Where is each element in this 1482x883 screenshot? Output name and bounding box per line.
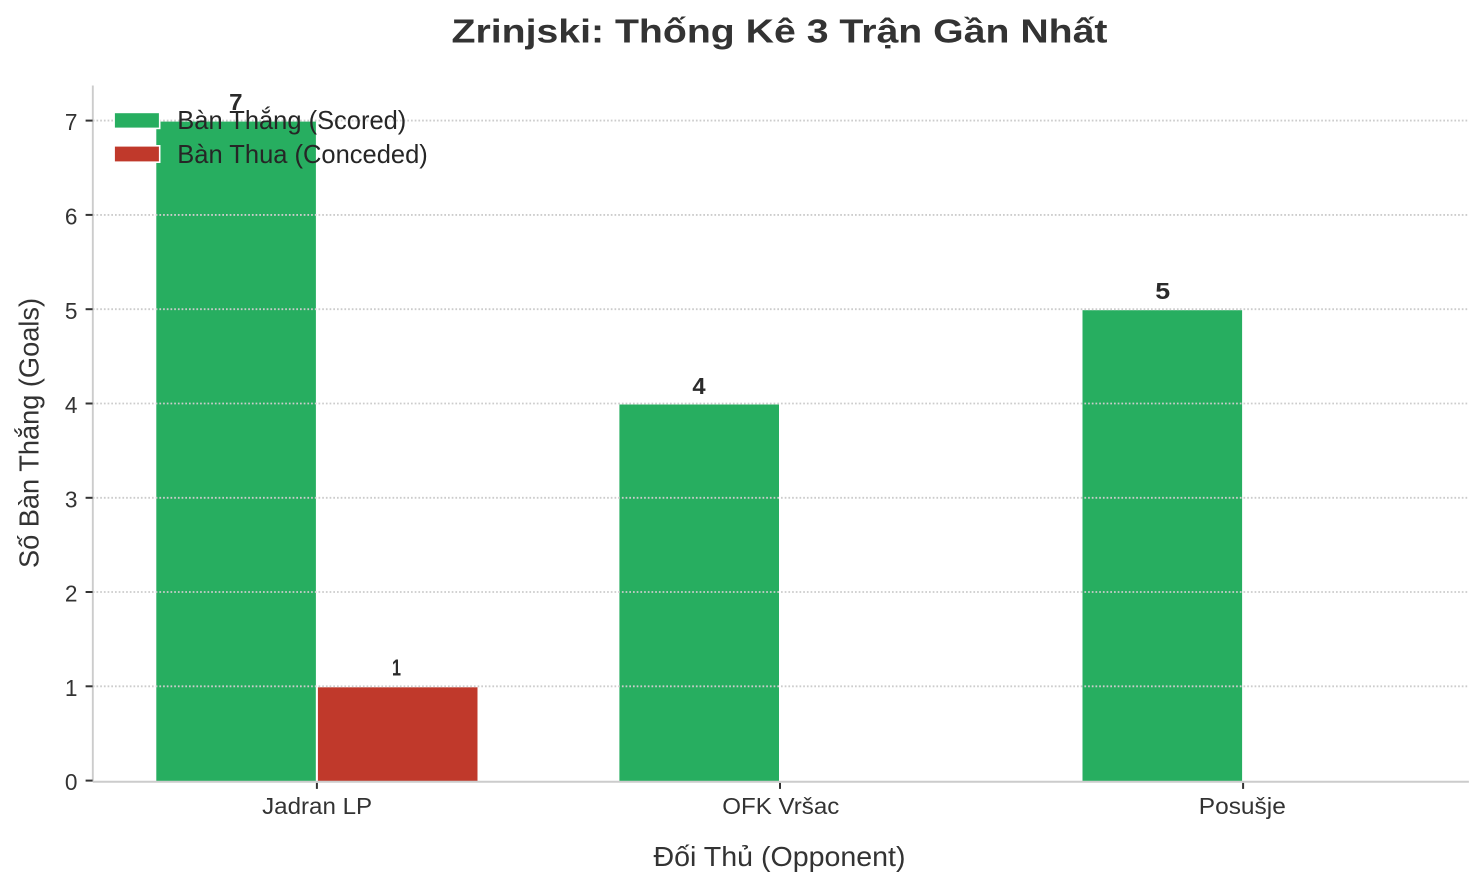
svg-text:Đối Thủ (Opponent): Đối Thủ (Opponent) <box>654 841 906 872</box>
svg-text:3: 3 <box>65 486 78 512</box>
svg-text:6: 6 <box>65 204 78 230</box>
svg-text:5: 5 <box>65 298 78 324</box>
svg-text:7: 7 <box>65 109 78 135</box>
svg-text:5: 5 <box>1155 278 1170 304</box>
svg-text:Bàn Thắng (Scored): Bàn Thắng (Scored) <box>177 105 406 135</box>
svg-text:4: 4 <box>692 373 705 399</box>
svg-text:4: 4 <box>65 392 78 418</box>
svg-text:Posušje: Posušje <box>1199 793 1286 819</box>
svg-text:1: 1 <box>65 675 78 701</box>
svg-text:Zrinjski: Thống Kê 3 Trận Gần: Zrinjski: Thống Kê 3 Trận Gần Nhất <box>452 13 1108 50</box>
svg-text:Jadran LP: Jadran LP <box>262 793 372 819</box>
svg-text:Số Bàn Thắng (Goals): Số Bàn Thắng (Goals) <box>14 298 45 568</box>
svg-text:1: 1 <box>392 654 401 680</box>
svg-text:2: 2 <box>65 581 78 607</box>
svg-text:Bàn Thua (Conceded): Bàn Thua (Conceded) <box>177 139 427 169</box>
svg-text:7: 7 <box>229 89 242 115</box>
svg-text:0: 0 <box>65 769 78 795</box>
svg-text:OFK Vršac: OFK Vršac <box>722 793 839 819</box>
